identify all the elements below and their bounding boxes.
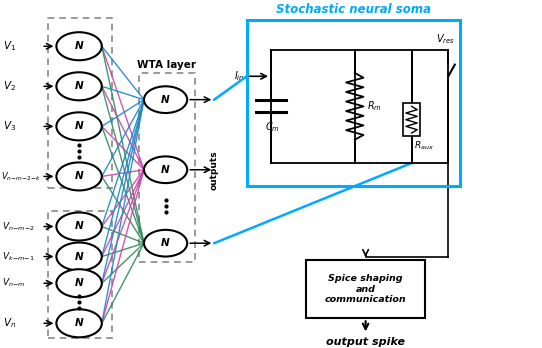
Text: Stochastic neural soma: Stochastic neural soma [276, 2, 431, 16]
Text: $C_m$: $C_m$ [265, 121, 280, 134]
Text: N: N [75, 81, 83, 91]
Text: WTA layer: WTA layer [138, 60, 196, 70]
Circle shape [56, 309, 102, 337]
Text: $V_{n\!-\!m\!-\!2}$: $V_{n\!-\!m\!-\!2}$ [2, 220, 35, 233]
Text: $R_{aux}$: $R_{aux}$ [414, 139, 434, 151]
Text: $V_n$: $V_n$ [3, 316, 17, 330]
Text: $R_m$: $R_m$ [367, 100, 382, 113]
Text: N: N [75, 278, 83, 288]
Text: N: N [162, 165, 170, 175]
Text: $V_{res}$: $V_{res}$ [436, 32, 455, 46]
Text: $V_{n\!-\!m}$: $V_{n\!-\!m}$ [2, 277, 26, 290]
Circle shape [56, 72, 102, 100]
Text: $V_{n\!-\!m\!-\!2\!-\!k}$: $V_{n\!-\!m\!-\!2\!-\!k}$ [1, 170, 42, 183]
Circle shape [144, 86, 187, 113]
Text: N: N [75, 121, 83, 131]
Circle shape [56, 213, 102, 240]
Circle shape [56, 112, 102, 140]
Text: Spice shaping
and
communication: Spice shaping and communication [325, 274, 406, 304]
Text: N: N [162, 238, 170, 248]
Text: N: N [75, 252, 83, 262]
Text: $V_2$: $V_2$ [3, 79, 16, 93]
Text: N: N [75, 172, 83, 181]
Text: output spike: output spike [326, 337, 405, 347]
Circle shape [56, 32, 102, 60]
Circle shape [56, 269, 102, 297]
Circle shape [56, 243, 102, 270]
Text: N: N [162, 95, 170, 105]
Text: $V_1$: $V_1$ [3, 39, 16, 53]
Text: outputs: outputs [210, 150, 219, 190]
Text: $I_{in}$: $I_{in}$ [235, 69, 245, 83]
Circle shape [144, 156, 187, 183]
Text: N: N [75, 221, 83, 231]
FancyBboxPatch shape [306, 260, 425, 318]
Text: N: N [75, 41, 83, 51]
Bar [403, 103, 420, 136]
Text: $V_{k\!-\!m\!-\!1}$: $V_{k\!-\!m\!-\!1}$ [2, 250, 35, 263]
Circle shape [56, 163, 102, 190]
Text: N: N [75, 318, 83, 328]
Circle shape [144, 230, 187, 256]
Text: $V_3$: $V_3$ [3, 119, 17, 133]
